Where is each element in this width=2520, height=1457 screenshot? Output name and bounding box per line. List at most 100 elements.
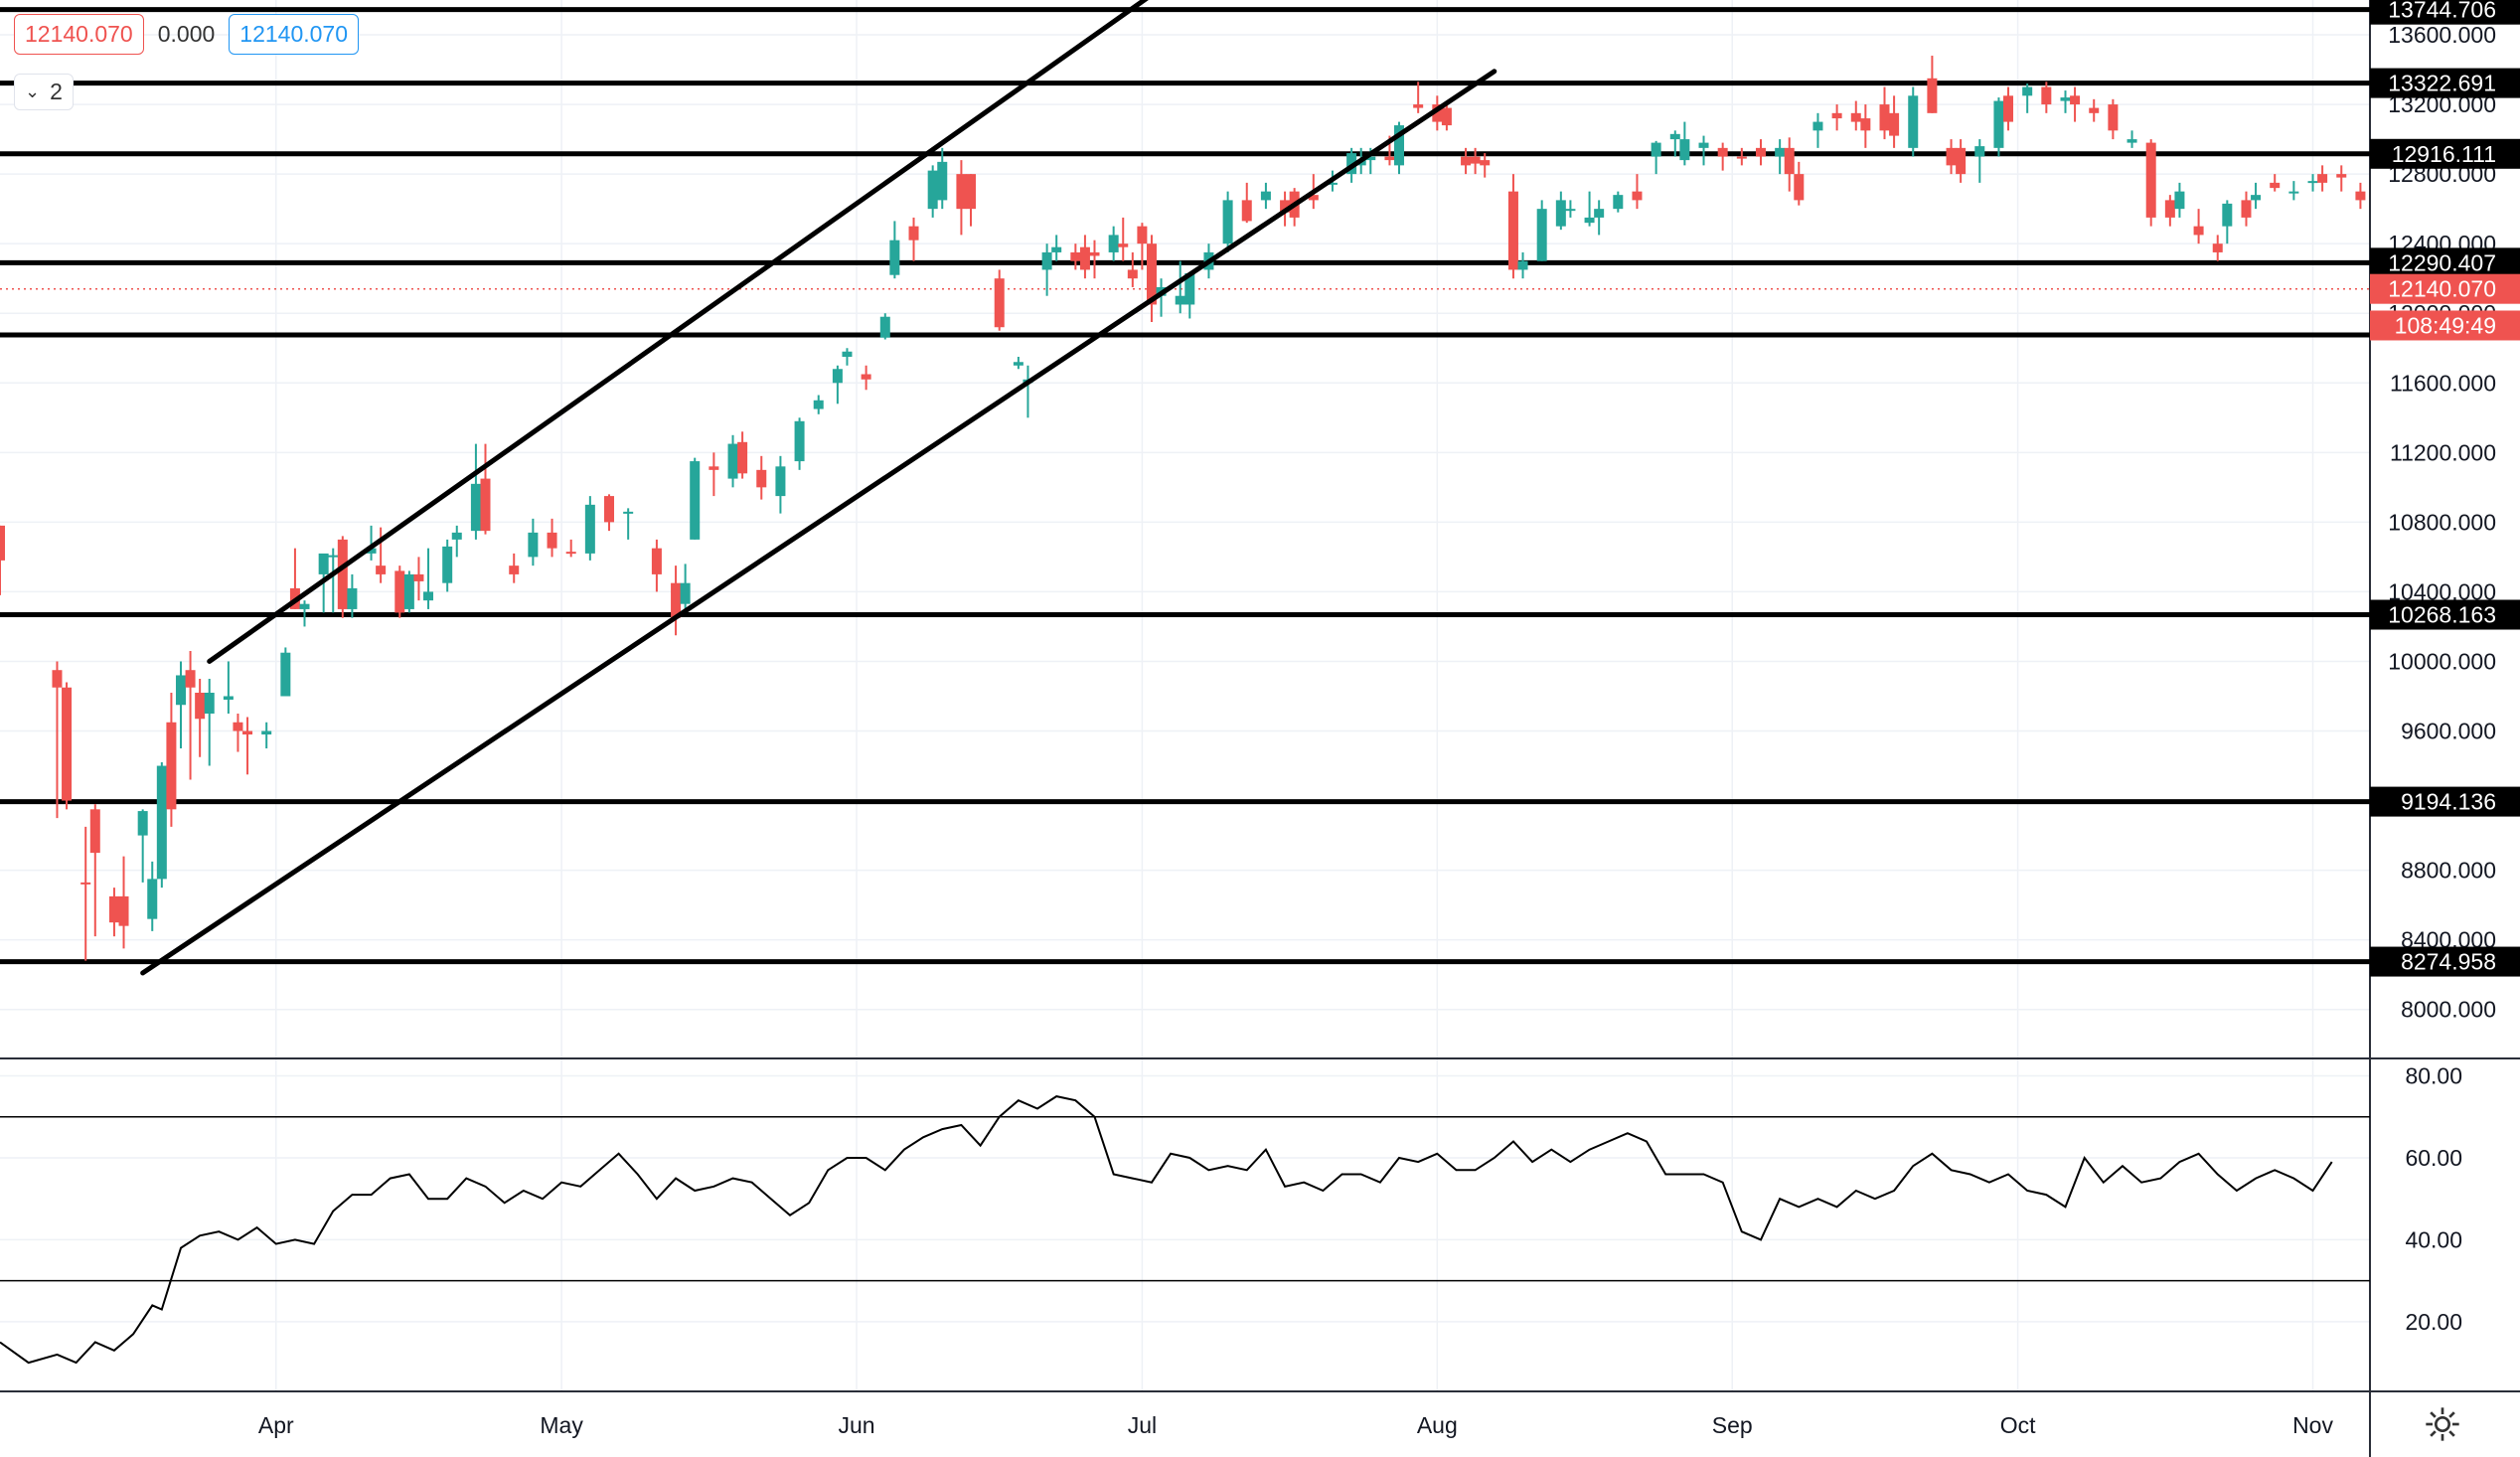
candle-body: [651, 548, 662, 574]
candle-body: [1470, 156, 1481, 164]
candle-body: [1717, 147, 1728, 157]
candle-body: [1946, 147, 1957, 166]
candle-body: [1041, 251, 1052, 270]
candle-body: [842, 351, 853, 358]
level-tag-label: 9194.136: [2401, 789, 2496, 815]
candle-body: [166, 722, 177, 810]
candle-body: [2164, 200, 2175, 218]
candle-body: [1594, 209, 1605, 218]
candle-body: [1679, 139, 1690, 161]
candle-body: [185, 670, 196, 688]
interval-selector[interactable]: ⌄ 2: [14, 74, 74, 110]
candle-body: [2317, 174, 2328, 183]
close-value: 12140.070: [229, 14, 360, 55]
level-tag-label: 12916.111: [2392, 141, 2496, 167]
candle-body: [1536, 209, 1547, 261]
candle-body: [394, 570, 405, 613]
candle-body: [233, 722, 243, 731]
gear-icon[interactable]: [2423, 1404, 2462, 1444]
candle-body: [147, 879, 158, 919]
candle-body: [318, 553, 329, 574]
candle-body: [1413, 104, 1424, 108]
candle-body: [261, 730, 272, 735]
candle-body: [480, 478, 491, 532]
candle-body: [299, 603, 310, 609]
candle-body: [1108, 235, 1119, 252]
candle-body: [1507, 191, 1518, 270]
candle-body: [195, 692, 206, 720]
candle-body: [0, 525, 5, 561]
trendlines: [140, 0, 1497, 976]
candle-body: [1127, 269, 1138, 279]
candle-body: [1584, 217, 1595, 224]
candle-body: [1089, 251, 1100, 256]
candle-body: [1146, 243, 1157, 305]
interval-label: 2: [50, 79, 63, 104]
trendline: [207, 0, 1149, 664]
rsi-tick-label: 40.00: [2405, 1226, 2462, 1252]
candle-body: [1632, 191, 1643, 201]
candle-body: [1775, 147, 1786, 157]
open-value: 12140.070: [14, 14, 144, 55]
candle-body: [1555, 200, 1566, 227]
candle-body: [1327, 182, 1338, 185]
rsi-tick-label: 80.00: [2405, 1062, 2462, 1088]
candle-body: [376, 566, 387, 574]
candle-body: [470, 483, 481, 532]
level-tag: [2370, 68, 2520, 98]
candle-body: [413, 573, 424, 581]
candle-body: [1956, 147, 1967, 175]
price-tick-label: 11200.000: [2390, 439, 2496, 465]
candle-body: [366, 548, 377, 554]
candle-body: [1175, 295, 1185, 305]
candle-body: [204, 692, 215, 715]
candle-body: [861, 374, 871, 380]
price-axis: 8000.0008400.0008800.0009200.0009600.000…: [2370, 0, 2520, 1335]
candle-body: [1860, 118, 1871, 131]
candle-body: [813, 400, 824, 409]
candle-body: [937, 161, 948, 201]
candle-body: [337, 539, 348, 609]
price-tick-label: 8000.000: [2401, 997, 2496, 1023]
candle-body: [1118, 243, 1129, 247]
candle-body: [52, 670, 63, 688]
candle-body: [775, 466, 786, 497]
candle-body: [2307, 181, 2318, 184]
candle-body: [1517, 260, 1528, 270]
candle-body: [2241, 200, 2252, 218]
candle-body: [2288, 191, 2299, 194]
candle-body: [62, 687, 73, 801]
level-tag: [2370, 599, 2520, 630]
candle-body: [1079, 246, 1090, 270]
candle-body: [1669, 133, 1680, 140]
last-price-label: 12140.070: [2388, 276, 2496, 302]
time-tick-label: Apr: [258, 1412, 294, 1438]
candle-body: [1184, 272, 1195, 305]
time-tick-label: Aug: [1417, 1412, 1458, 1438]
last-price-tag: [2370, 273, 2520, 304]
candle-body: [1260, 191, 1271, 201]
rsi-tick-label: 60.00: [2405, 1145, 2462, 1171]
candle-body: [1070, 251, 1081, 261]
candle-body: [1308, 195, 1319, 201]
candle-body: [528, 532, 539, 558]
candle-body: [927, 170, 938, 210]
time-axis: Apr May Jun Jul Aug Sep Oct Nov: [258, 1412, 2334, 1438]
candle-body: [1441, 107, 1452, 126]
candle-body: [1365, 156, 1376, 161]
candle-body: [2003, 95, 2014, 122]
candle-body: [2355, 191, 2366, 201]
time-tick-label: Oct: [2000, 1412, 2036, 1438]
candle-body: [547, 532, 557, 549]
rsi-tick-label: 20.00: [2405, 1309, 2462, 1335]
time-tick-label: Nov: [2292, 1412, 2333, 1438]
time-tick-label: Jul: [1128, 1412, 1157, 1438]
candle-body: [1241, 200, 1252, 222]
candle-body: [1736, 156, 1747, 159]
candle-body: [1908, 95, 1919, 148]
candle-body: [442, 546, 453, 583]
candle-body: [1879, 104, 1890, 131]
candle-body: [2222, 203, 2233, 227]
candle-body: [2022, 86, 2033, 96]
